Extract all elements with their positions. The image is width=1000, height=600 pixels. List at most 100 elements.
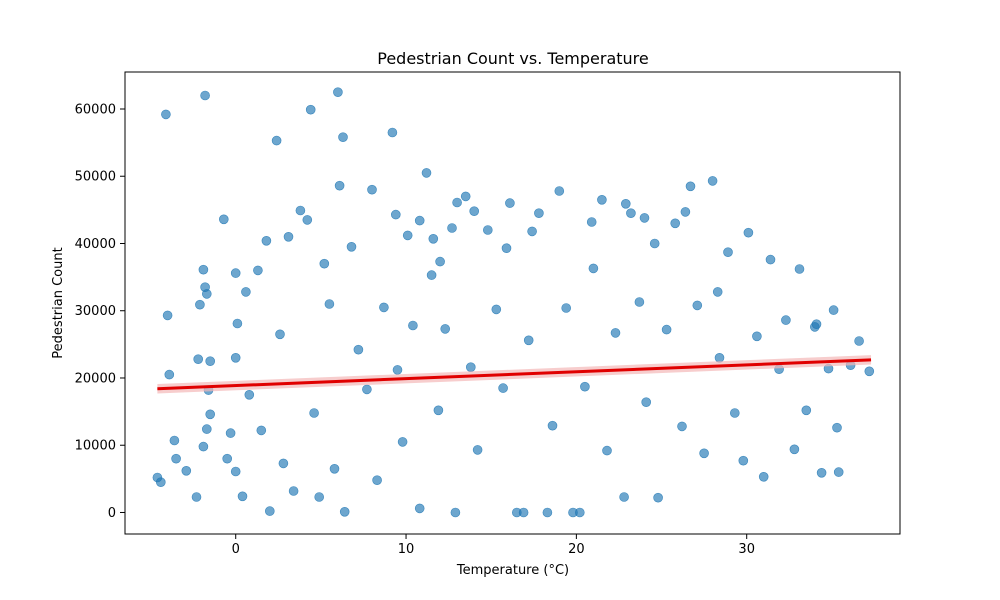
scatter-point — [527, 226, 537, 237]
scatter-point — [854, 336, 864, 346]
y-tick-label: 40000 — [75, 237, 116, 252]
scatter-point — [723, 247, 733, 257]
scatter-point — [547, 420, 558, 431]
scatter-point — [620, 199, 631, 209]
y-tick-label: 20000 — [75, 371, 116, 386]
scatter-point — [275, 329, 285, 340]
scatter-point — [319, 258, 330, 269]
scatter-point — [283, 232, 294, 242]
scatter-point — [193, 354, 203, 365]
scatter-point — [397, 437, 408, 447]
scatter-point — [661, 324, 672, 335]
scatter-point — [450, 507, 461, 518]
scatter-point — [677, 421, 687, 432]
scatter-point — [816, 467, 827, 478]
scatter-point — [302, 215, 313, 225]
scatter-point — [707, 176, 718, 186]
scatter-point — [738, 455, 749, 466]
x-tick-label: 10 — [398, 542, 415, 557]
scatter-point — [161, 109, 171, 120]
y-axis-label: Pedestrian Count — [51, 247, 66, 358]
scatter-point — [191, 492, 202, 502]
scatter-point — [597, 195, 607, 205]
scatter-point — [426, 270, 437, 280]
scatter-point — [610, 328, 621, 338]
y-tick-label: 10000 — [75, 439, 116, 454]
scatter-point — [712, 287, 723, 297]
scatter-point — [714, 352, 725, 363]
scatter-point — [200, 90, 210, 101]
scatter-point — [230, 352, 241, 363]
scatter-point — [305, 104, 316, 115]
scatter-point — [278, 458, 289, 469]
scatter-point — [205, 356, 215, 367]
scatter-point — [314, 492, 325, 502]
scatter-point — [491, 304, 502, 315]
scatter-point — [680, 207, 691, 217]
scatter-point — [729, 408, 740, 418]
scatter-point — [387, 127, 398, 138]
scatter-point — [230, 268, 241, 278]
scatter-point — [392, 365, 403, 375]
scatter-point — [164, 369, 175, 380]
scatter-point — [588, 263, 599, 274]
scatter-point — [758, 471, 769, 482]
scatter-point — [232, 318, 243, 329]
scatter-point — [256, 425, 267, 436]
scatter-point — [309, 408, 319, 418]
scatter-point — [452, 197, 462, 208]
scatter-point — [811, 319, 822, 330]
scatter-point — [641, 397, 652, 408]
scatter-point — [198, 264, 209, 275]
scatter-point — [440, 324, 451, 334]
scatter-point — [202, 289, 212, 299]
scatter-point — [505, 198, 515, 208]
scatter-point — [202, 424, 212, 434]
scatter-point — [472, 445, 483, 455]
x-tick-label: 30 — [738, 542, 755, 557]
scatter-point — [518, 507, 529, 518]
axes-frame — [124, 71, 901, 535]
x-tick-label: 20 — [568, 542, 585, 557]
scatter-point — [765, 254, 776, 265]
scatter-point — [433, 405, 444, 416]
scatter-point — [264, 506, 275, 516]
scatter-point — [329, 463, 340, 474]
scatter-point — [670, 218, 681, 229]
scatter-point — [261, 236, 272, 246]
scatter-point — [447, 223, 457, 233]
y-tick-label: 50000 — [75, 170, 116, 185]
scatter-point — [482, 225, 493, 235]
scatter-point — [692, 300, 703, 311]
scatter-point — [743, 227, 754, 238]
scatter-point — [832, 422, 842, 433]
scatter-point — [781, 315, 791, 325]
scatter-point — [586, 217, 597, 227]
scatter-point — [162, 310, 173, 321]
chart-title: Pedestrian Count vs. Temperature — [377, 49, 649, 68]
scatter-point — [626, 208, 636, 218]
scatter-point — [390, 209, 401, 220]
y-axis: 0 10000 20000 30000 40000 50000 60000 — [75, 102, 125, 521]
plot-area — [152, 87, 875, 518]
scatter-point — [222, 453, 232, 464]
scatter-point — [523, 335, 534, 346]
scatter-point — [205, 409, 215, 420]
x-axis-label: Temperature (°C) — [456, 563, 569, 578]
scatter-point — [465, 362, 476, 373]
scatter-point — [801, 405, 812, 416]
scatter-point — [833, 467, 844, 477]
regression-line — [157, 358, 872, 391]
scatter-point — [219, 214, 229, 225]
scatter-point — [828, 305, 839, 315]
scatter-point — [460, 191, 471, 202]
scatter-point — [561, 303, 572, 313]
x-axis: 0 10 20 30 — [232, 534, 755, 557]
scatter-point — [649, 238, 660, 249]
scatter-point — [408, 320, 418, 331]
scatter-point — [346, 242, 357, 252]
scatter-point — [435, 256, 445, 267]
x-tick-label: 0 — [232, 542, 240, 557]
